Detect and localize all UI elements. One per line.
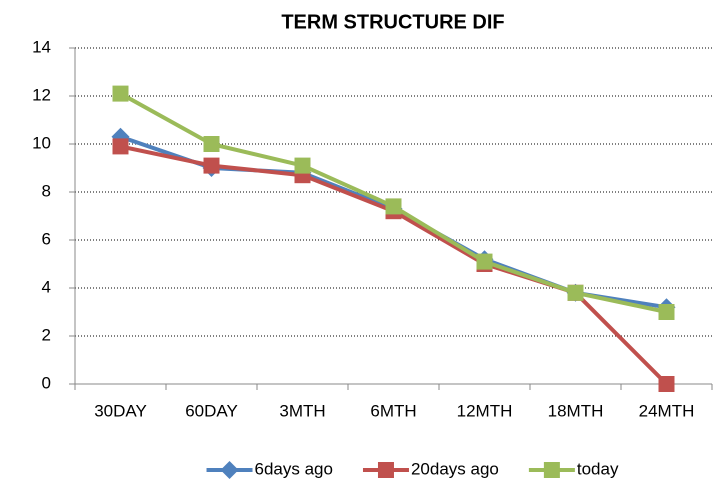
x-tick-label: 18MTH bbox=[548, 401, 604, 420]
data-point bbox=[112, 138, 129, 155]
x-tick-label: 12MTH bbox=[457, 401, 513, 420]
data-point bbox=[385, 198, 402, 215]
data-point bbox=[567, 284, 584, 301]
legend-label: 20days ago bbox=[411, 459, 499, 478]
legend-marker bbox=[543, 462, 560, 478]
data-point bbox=[658, 304, 675, 320]
y-tick-label: 2 bbox=[42, 325, 51, 344]
x-tick-label: 24MTH bbox=[639, 401, 695, 420]
y-tick-label: 0 bbox=[42, 373, 51, 392]
y-tick-label: 8 bbox=[42, 181, 51, 200]
data-point bbox=[658, 376, 675, 392]
legend-marker bbox=[220, 461, 239, 479]
data-point bbox=[294, 157, 311, 174]
x-tick-label: 6MTH bbox=[370, 401, 416, 420]
data-point bbox=[203, 136, 220, 152]
x-tick-label: 3MTH bbox=[279, 401, 325, 420]
series-line bbox=[120, 144, 668, 386]
chart-title: TERM STRUCTURE DIF bbox=[281, 11, 504, 33]
data-point bbox=[476, 253, 493, 270]
y-tick-label: 14 bbox=[32, 37, 51, 56]
legend-marker bbox=[377, 462, 394, 478]
y-tick-label: 4 bbox=[42, 277, 51, 296]
y-tick-label: 12 bbox=[32, 85, 51, 104]
y-tick-label: 10 bbox=[32, 133, 51, 152]
x-tick-label: 60DAY bbox=[185, 401, 238, 420]
y-tick-label: 6 bbox=[42, 229, 51, 248]
data-point bbox=[203, 157, 220, 174]
x-tick-label: 30DAY bbox=[94, 401, 147, 420]
legend-label: 6days ago bbox=[255, 459, 333, 478]
data-point bbox=[112, 85, 129, 102]
legend-label: today bbox=[577, 459, 619, 478]
